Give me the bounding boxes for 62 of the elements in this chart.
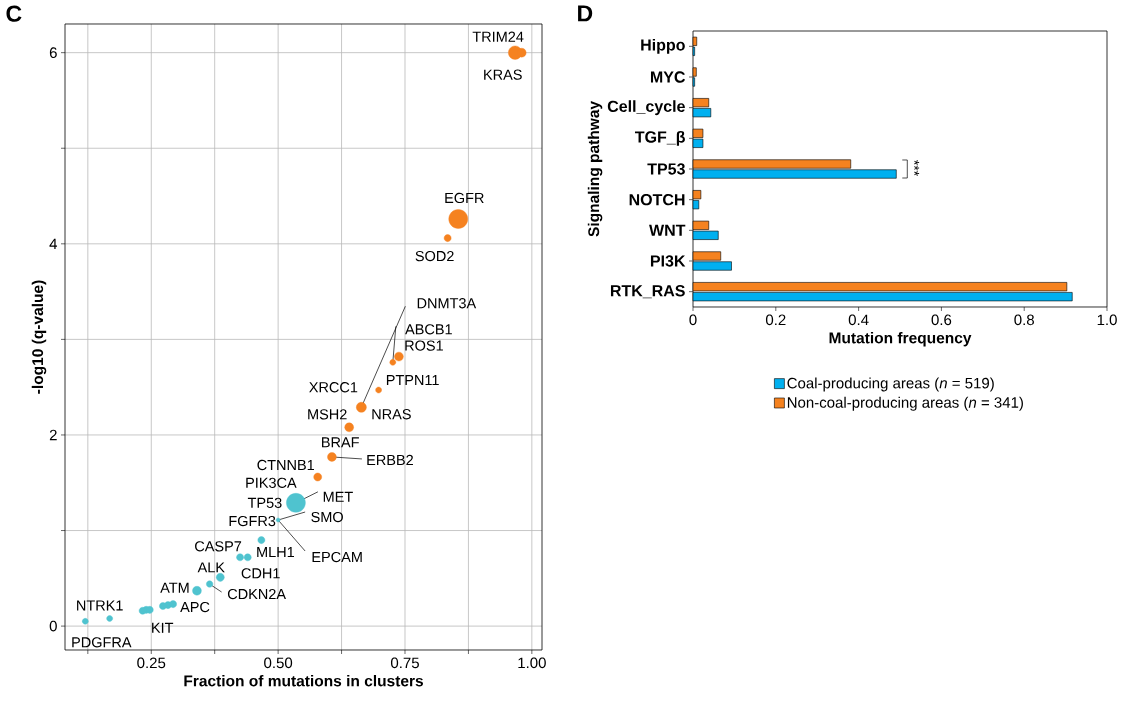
annotation: MET <box>323 491 353 502</box>
chart-title: C <box>6 5 22 22</box>
annotation: ERBB2 <box>367 454 413 465</box>
x-tick-label: 0.75 <box>390 657 419 669</box>
legend-label: Coal-producing areas (n = 519) <box>787 377 994 392</box>
annotation: CDKN2A <box>227 588 286 600</box>
y-tick-label: TP53 <box>647 163 685 175</box>
annotation: KRAS <box>484 69 522 80</box>
x-tick-label: 0.8 <box>1014 314 1034 326</box>
annotation: XRCC1 <box>309 382 358 393</box>
x-tick-label: 0.4 <box>848 314 869 326</box>
annotation: PTPN11 <box>386 375 439 386</box>
x-axis-title: Fraction of mutations in clusters <box>184 675 424 687</box>
annotation: ALK <box>197 562 225 573</box>
annotation: NRAS <box>372 409 411 420</box>
annotation: CDH1 <box>241 568 280 579</box>
annotation: ATM <box>160 582 189 593</box>
y-axis-title: Signaling pathway <box>587 101 603 237</box>
x-tick-label: 0.6 <box>931 314 952 326</box>
annotation: FGFR3 <box>229 515 276 527</box>
annotation: EPCAM <box>312 551 362 563</box>
annotation: PDGFRA <box>72 637 132 648</box>
y-tick-label: NOTCH <box>629 194 685 206</box>
x-tick-label: 0.2 <box>765 314 786 326</box>
annotation: EGFR <box>445 192 484 204</box>
x-tick-label: 0.50 <box>264 657 293 669</box>
x-tick-label: 1.0 <box>1097 314 1117 326</box>
annotation: SMO <box>311 511 343 523</box>
y-tick-label: 6 <box>49 47 57 58</box>
y-tick-label: 0 <box>49 620 57 632</box>
annotation: MSH2 <box>308 409 347 420</box>
annotation: PIK3CA <box>246 477 297 488</box>
annotation: DNMT3A <box>417 298 477 309</box>
x-tick-label: 0.25 <box>137 657 166 669</box>
x-tick-label: 1.00 <box>518 657 546 669</box>
x-axis-title: Mutation frequency <box>829 332 972 347</box>
y-tick-label: Hippo <box>641 38 685 54</box>
annotation: CTNNB1 <box>257 459 314 471</box>
y-tick-label: WNT <box>649 224 686 236</box>
y-tick-label: TGF_β <box>634 130 685 146</box>
annotation: CASP7 <box>195 541 242 552</box>
y-tick-label: Cell_cycle <box>607 100 685 116</box>
annotation: MLH1 <box>257 547 295 558</box>
x-tick-label: 0 <box>689 314 697 326</box>
annotation: SOD2 <box>415 250 454 262</box>
annotation: *** <box>914 160 920 176</box>
y-tick-label: 2 <box>49 429 57 441</box>
y-tick-label: 4 <box>49 238 58 249</box>
annotation: APC <box>180 601 210 613</box>
annotation: ABCB1 <box>405 324 452 335</box>
annotation: ROS1 <box>405 340 443 351</box>
annotation: TP53 <box>247 497 282 508</box>
y-axis-title: -log10 (q-value) <box>31 280 47 394</box>
chart-title: D <box>578 5 593 22</box>
annotation: NTRK1 <box>77 600 123 611</box>
legend-label: Non-coal-producing areas (n = 341) <box>787 396 1023 411</box>
annotation: BRAF <box>322 437 359 448</box>
y-tick-label: MYC <box>650 71 686 83</box>
y-tick-label: PI3K <box>650 255 686 267</box>
annotation: TRIM24 <box>472 31 524 42</box>
y-tick-label: RTK_RAS <box>610 285 685 299</box>
annotation: KIT <box>152 622 174 633</box>
